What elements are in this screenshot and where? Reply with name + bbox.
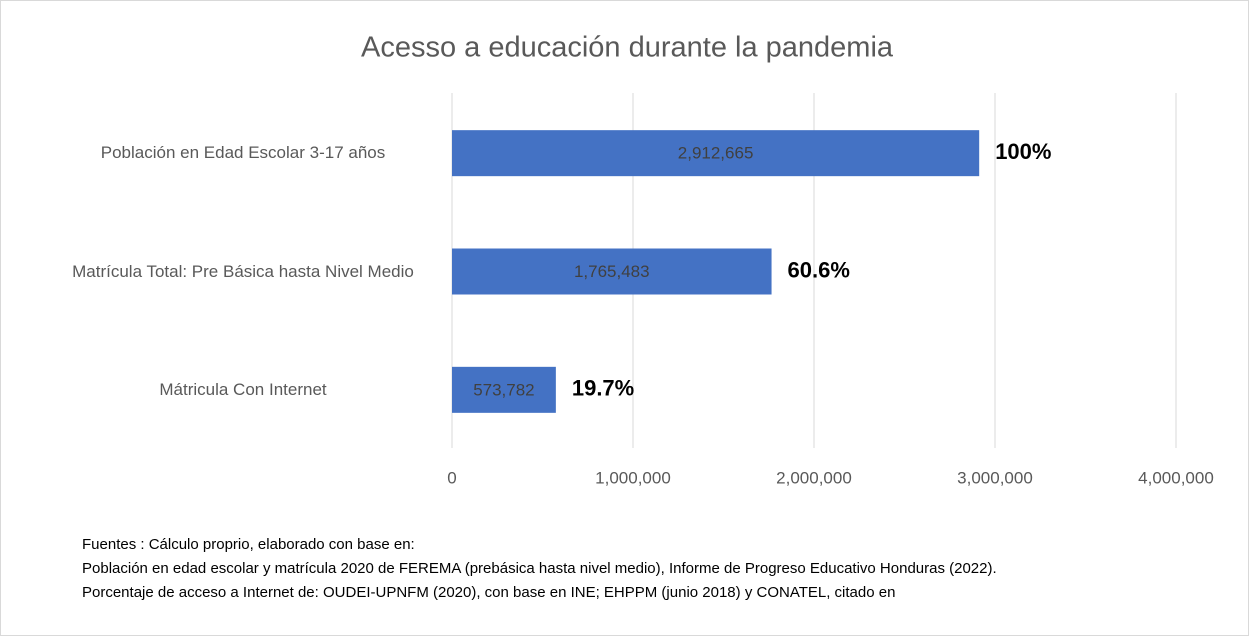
chart-title: Acesso a educación durante la pandemia: [361, 32, 894, 64]
bar: [452, 366, 556, 413]
value-label: 2,912,665: [678, 144, 754, 163]
x-tick-label: 2,000,000: [776, 468, 852, 487]
category-label: Matrícula Total: Pre Básica hasta Nivel …: [72, 261, 414, 281]
note-line: Porcentaje de acceso a Internet de: OUDE…: [82, 584, 896, 601]
annotation: 19.7%: [572, 376, 634, 401]
x-tick-label: 3,000,000: [957, 468, 1033, 487]
note-line: Población en edad escolar y matrícula 20…: [82, 560, 997, 577]
value-label: 573,782: [473, 380, 534, 399]
bar: [452, 130, 980, 177]
x-tick-label: 0: [447, 468, 456, 487]
category-label: Población en Edad Escolar 3-17 años: [100, 143, 386, 163]
annotation: 100%: [995, 139, 1051, 164]
note-line: Fuentes : Cálculo proprio, elaborado con…: [82, 536, 415, 553]
bar: [452, 248, 772, 295]
annotation: 60.6%: [788, 257, 850, 282]
value-label: 1,765,483: [574, 262, 650, 281]
notes: Fuentes : Cálculo proprio, elaborado con…: [82, 533, 1202, 605]
x-tick-label: 4,000,000: [1138, 468, 1214, 487]
category-label: Mátricula Con Internet: [159, 379, 327, 399]
x-tick-label: 1,000,000: [595, 468, 671, 487]
